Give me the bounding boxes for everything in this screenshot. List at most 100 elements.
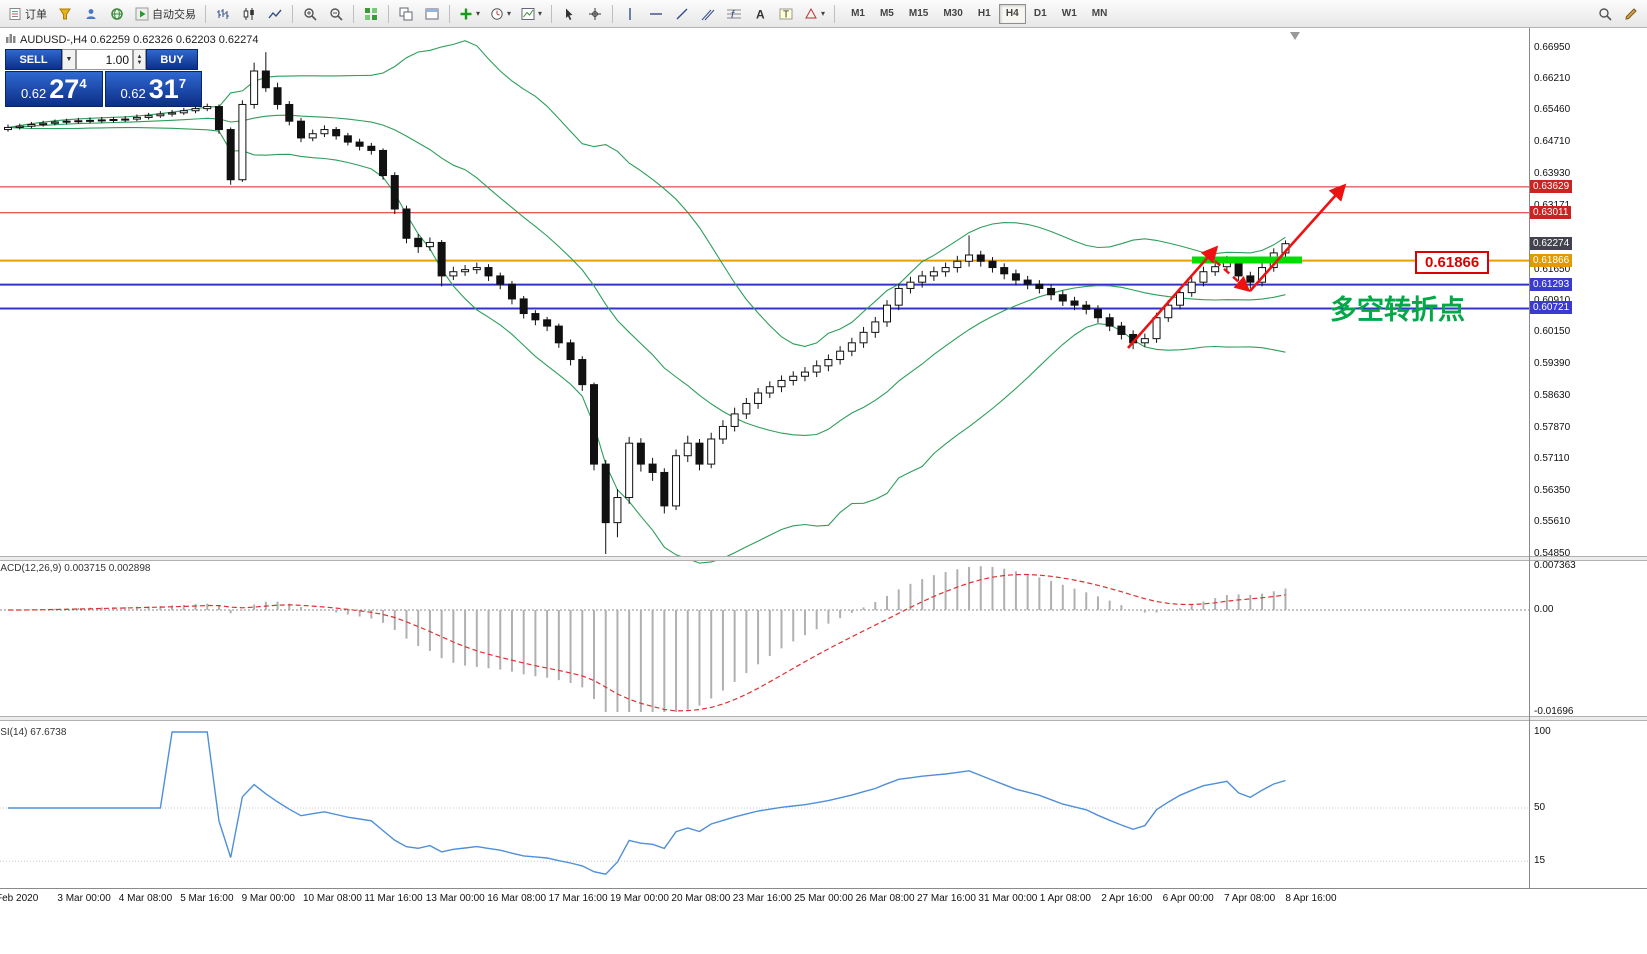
cursor-tool-button[interactable] (557, 3, 581, 25)
sell-price-prefix: 0.62 (20, 86, 47, 101)
draw-button[interactable] (1619, 3, 1643, 25)
svg-text:T: T (783, 9, 789, 20)
vertical-line-tool-button[interactable] (618, 3, 642, 25)
macd-axis-label: -0.01696 (1534, 705, 1574, 717)
volume-stepper[interactable]: ▲ ▼ (133, 49, 146, 70)
time-axis-label: 17 Mar 16:00 (548, 893, 608, 904)
timeframe-button-d1[interactable]: D1 (1027, 4, 1054, 24)
arrange-windows-button[interactable] (394, 3, 418, 25)
bar-chart-button[interactable] (211, 3, 235, 25)
macd-axis-label: 0.00 (1534, 604, 1554, 615)
vertical-line-icon (623, 7, 637, 21)
timeframe-button-m1[interactable]: M1 (844, 4, 872, 24)
cascade-windows-icon (399, 7, 413, 21)
timeframe-button-m5[interactable]: M5 (873, 4, 901, 24)
rsi-axis-label: 15 (1534, 855, 1546, 867)
window-list-button[interactable] (420, 3, 444, 25)
trendline-tool-button[interactable] (670, 3, 694, 25)
price-axis-label: 0.60910 (1534, 294, 1571, 306)
line-chart-button[interactable] (263, 3, 287, 25)
chevron-down-icon: ▾ (538, 9, 543, 18)
sell-price-sup: 4 (79, 76, 87, 91)
timeframe-button-m30[interactable]: M30 (936, 4, 969, 24)
order-form-icon (8, 7, 22, 21)
trendline-icon (675, 7, 689, 21)
shapes-tool-button[interactable]: ▾ (800, 3, 829, 25)
sell-price-button[interactable]: 0.62 27 4 (5, 71, 103, 107)
community-button[interactable] (105, 3, 129, 25)
price-axis-border (1529, 28, 1530, 888)
candlestick-chart-button[interactable] (237, 3, 261, 25)
text-label-tool-button[interactable]: T (774, 3, 798, 25)
time-axis-label: 11 Mar 16:00 (364, 893, 423, 904)
shapes-icon (804, 7, 818, 21)
symbol-ohlc-line: AUDUSD-,H4 0.62259 0.62326 0.62203 0.622… (6, 33, 259, 46)
time-axis-label: 27 Mar 16:00 (917, 893, 976, 904)
search-button[interactable] (1593, 3, 1617, 25)
fibonacci-tool-button[interactable]: f (722, 3, 746, 25)
sell-button[interactable]: SELL (5, 49, 62, 70)
time-axis-label: 1 Apr 08:00 (1039, 893, 1091, 904)
window-icon (425, 7, 439, 21)
horizontal-line-icon (649, 7, 663, 21)
pane-splitter-macd-rsi[interactable] (0, 716, 1647, 721)
time-axis-label: 13 Mar 00:00 (425, 893, 485, 904)
periods-button[interactable]: ▾ (486, 3, 515, 25)
toolbar-right-group (1593, 3, 1643, 25)
auto-trading-button[interactable]: 自动交易 (131, 3, 200, 25)
price-axis-label: 0.57870 (1534, 421, 1571, 433)
symbol-ohlc-text: AUDUSD-,H4 0.62259 0.62326 0.62203 0.622… (20, 33, 259, 46)
tile-windows-icon (364, 7, 378, 21)
turning-point-annotation: 多空转折点 (1330, 295, 1465, 325)
tile-windows-button[interactable] (359, 3, 383, 25)
text-a-icon: A (753, 7, 767, 21)
time-axis[interactable]: Feb 2020 3 Mar 00:00 4 Mar 08:00 5 Mar 16:0… (0, 888, 1647, 915)
time-axis-label: 23 Mar 16:00 (732, 893, 792, 904)
timeframe-button-mn[interactable]: MN (1085, 4, 1115, 24)
funnel-button[interactable] (53, 3, 77, 25)
time-axis-label: 8 Apr 16:00 (1285, 893, 1337, 904)
buy-price-button[interactable]: 0.62 31 7 (104, 71, 202, 107)
crosshair-tool-button[interactable] (583, 3, 607, 25)
toolbar: 订单 自动交易 ▾ ▾ (0, 0, 1647, 28)
auto-trading-label: 自动交易 (152, 8, 196, 21)
trade-panel-top-row: SELL ▼ 1.00 ▲ ▼ BUY (5, 49, 202, 70)
clock-icon (490, 7, 504, 21)
zoom-out-button[interactable] (324, 3, 348, 25)
zoom-in-icon (303, 7, 317, 21)
toolbar-separator (353, 4, 354, 23)
timeframe-button-h4[interactable]: H4 (998, 3, 1026, 24)
zoom-in-button[interactable] (298, 3, 322, 25)
volume-input[interactable]: 1.00 (76, 49, 133, 70)
timeframe-button-m15[interactable]: M15 (902, 4, 935, 24)
profile-button[interactable] (79, 3, 103, 25)
timeframe-button-h1[interactable]: H1 (971, 4, 998, 24)
rsi-axis-label: 100 (1534, 726, 1551, 737)
sell-dropdown[interactable]: ▼ (62, 49, 76, 70)
price-axis[interactable]: 100 50 15 0.66950 0.66210 0.65460 0.64710 0.639… (1529, 0, 1647, 954)
rsi-axis-label: 50 (1534, 802, 1546, 813)
toolbar-separator (205, 4, 206, 23)
price-axis-label: 0.57110 (1534, 453, 1570, 465)
new-order-button[interactable]: 订单 (4, 3, 51, 25)
toolbar-separator (612, 4, 614, 23)
price-axis-label: 0.64710 (1534, 135, 1571, 147)
chevron-down-icon: ▾ (476, 9, 481, 18)
pane-splitter-main-macd[interactable] (0, 556, 1647, 561)
chevron-down-icon: ▾ (507, 9, 512, 18)
channel-tool-button[interactable] (696, 3, 720, 25)
add-indicator-button[interactable]: ▾ (455, 3, 484, 25)
new-order-label: 订单 (25, 8, 47, 21)
horizontal-line-tool-button[interactable] (644, 3, 668, 25)
buy-button[interactable]: BUY (146, 49, 198, 70)
timeframe-button-w1[interactable]: W1 (1055, 4, 1084, 24)
chevron-down-icon: ▼ (65, 56, 73, 63)
svg-text:f: f (731, 9, 735, 21)
time-axis-label: 10 Mar 08:00 (303, 893, 362, 904)
price-axis-badge: 0.62274 (1530, 236, 1573, 250)
price-axis-label: 0.58630 (1534, 389, 1571, 401)
text-tool-button[interactable]: A (748, 3, 772, 25)
buy-price-prefix: 0.62 (120, 86, 146, 101)
templates-button[interactable]: ▾ (517, 3, 546, 25)
